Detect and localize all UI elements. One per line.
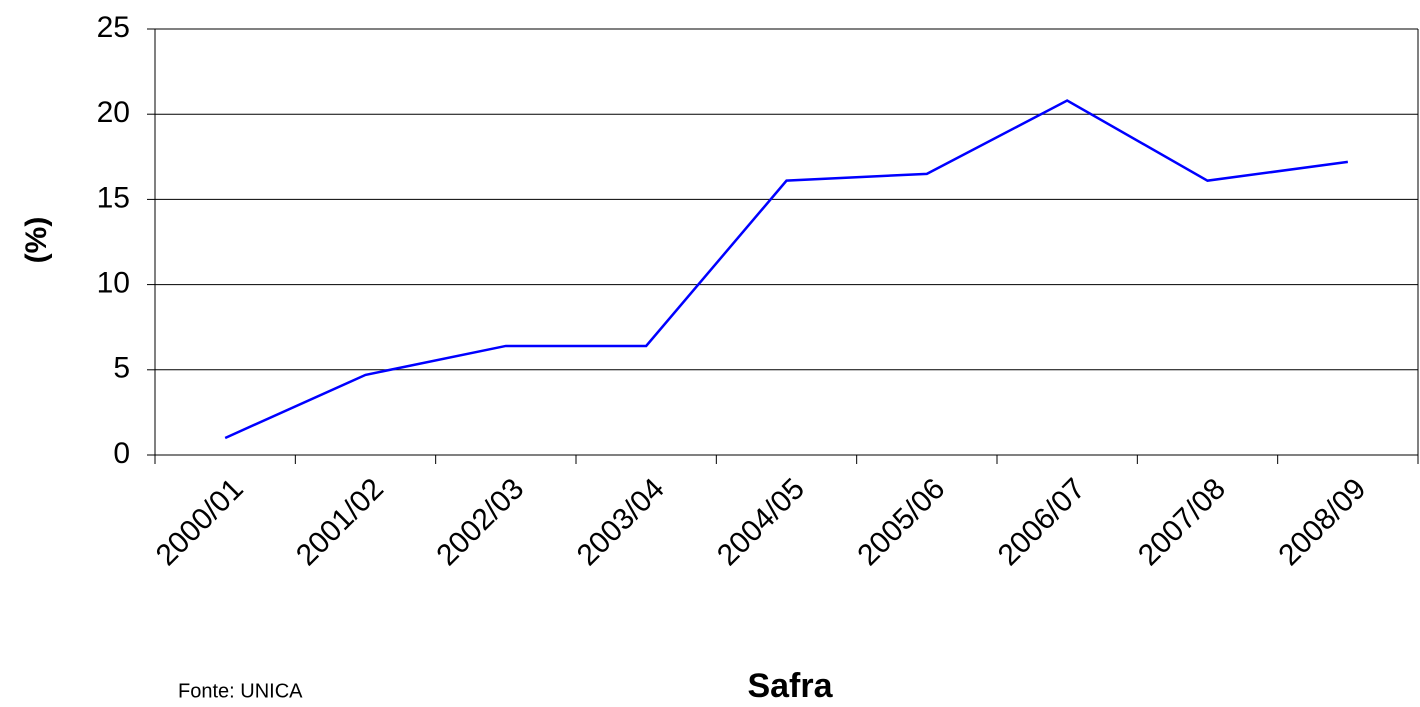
x-tick-label: 2001/02 (290, 472, 390, 572)
source-note: Fonte: UNICA (178, 680, 303, 702)
x-tick-label: 2003/04 (571, 472, 671, 572)
y-tick-label: 15 (97, 181, 130, 214)
x-tick-label: 2004/05 (711, 472, 811, 572)
y-tick-label: 25 (97, 11, 130, 44)
x-tick-label: 2008/09 (1272, 472, 1372, 572)
x-tick-label: 2006/07 (992, 472, 1092, 572)
x-tick-label: 2002/03 (430, 472, 530, 572)
x-axis-label: Safra (747, 667, 833, 705)
x-tick-label: 2007/08 (1132, 472, 1232, 572)
y-tick-label: 20 (97, 96, 130, 129)
x-tick-label: 2005/06 (851, 472, 951, 572)
y-tick-label: 5 (113, 352, 130, 385)
y-tick-label: 0 (113, 437, 130, 470)
y-axis-label: (%) (20, 217, 53, 264)
x-tick-label: 2000/01 (150, 472, 250, 572)
data-line (224, 99, 1348, 440)
y-tick-label: 10 (97, 267, 130, 300)
